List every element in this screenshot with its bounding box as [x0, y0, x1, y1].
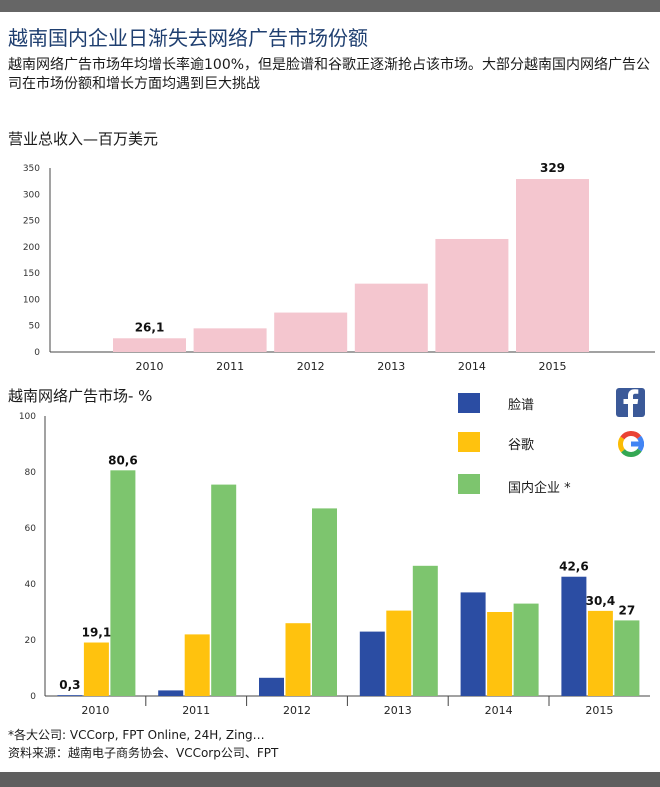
share-bar-facebook: [158, 690, 184, 696]
share-data-label-domestic: 80,6: [108, 453, 138, 467]
share-data-label-facebook: 42,6: [559, 560, 589, 574]
share-y-tick-label: 60: [25, 524, 37, 534]
legend-label-facebook: 脸谱: [508, 398, 535, 413]
share-bar-domestic: [211, 484, 237, 696]
revenue-chart-title: 营业总收入—百万美元: [8, 130, 159, 148]
share-data-label-google: 30,4: [586, 594, 616, 608]
revenue-x-tick-label: 2011: [216, 360, 244, 373]
share-bar-google: [386, 610, 412, 696]
share-bar-facebook: [561, 576, 587, 696]
revenue-bar: [516, 179, 589, 352]
legend-label-google: 谷歌: [508, 438, 535, 453]
revenue-bar: [113, 338, 186, 352]
share-bar-facebook: [359, 631, 385, 696]
revenue-y-tick-label: 300: [23, 190, 40, 200]
share-y-tick-label: 0: [30, 692, 36, 702]
share-x-tick-label: 2014: [485, 704, 513, 717]
footnote-source: 资料来源：越南电子商务协会、VCCorp公司、FPT: [8, 746, 279, 760]
legend-swatch-domestic: [458, 474, 480, 494]
share-bar-facebook: [460, 592, 486, 696]
revenue-x-tick-label: 2013: [377, 360, 405, 373]
revenue-y-tick-label: 250: [23, 217, 40, 227]
revenue-x-tick-label: 2015: [539, 360, 567, 373]
share-bar-domestic: [614, 620, 640, 696]
footnote-companies: *各大公司: VCCorp, FPT Online, 24H, Zing…: [8, 728, 265, 742]
revenue-y-tick-label: 100: [23, 295, 40, 305]
share-data-label-google: 19,1: [82, 626, 112, 640]
google-logo-yellow-arc: [618, 436, 626, 453]
share-y-tick-label: 80: [25, 468, 37, 478]
legend-label-domestic: 国内企业 *: [508, 481, 571, 496]
revenue-bar: [354, 283, 428, 352]
top-bar: [0, 0, 660, 12]
revenue-x-tick-label: 2012: [297, 360, 325, 373]
share-bar-google: [184, 634, 210, 696]
market-share-chart-title: 越南网络广告市场- %: [8, 387, 153, 405]
share-bar-google: [83, 642, 109, 696]
share-x-tick-label: 2013: [384, 704, 412, 717]
share-bar-facebook: [57, 695, 83, 696]
revenue-y-tick-label: 200: [23, 243, 40, 253]
google-logo-red-arc: [620, 431, 641, 440]
revenue-data-label: 329: [540, 161, 565, 175]
google-logo-bar: [631, 441, 644, 447]
share-data-label-facebook: 0,3: [59, 678, 80, 692]
revenue-bar: [193, 328, 267, 352]
revenue-y-tick-label: 0: [34, 348, 40, 358]
share-bar-domestic: [412, 565, 438, 696]
share-bar-domestic: [312, 508, 337, 696]
share-x-tick-label: 2010: [81, 704, 109, 717]
revenue-y-tick-label: 150: [23, 269, 40, 279]
legend-swatch-google: [458, 432, 480, 452]
bottom-bar: [0, 772, 660, 787]
facebook-logo-glyph: [623, 389, 639, 417]
revenue-y-tick-label: 350: [23, 164, 40, 174]
share-bar-google: [487, 612, 513, 696]
share-y-tick-label: 40: [25, 580, 37, 590]
revenue-bar: [435, 238, 509, 352]
share-y-tick-label: 20: [25, 636, 37, 646]
page-title: 越南国内企业日渐失去网络广告市场份额: [8, 26, 368, 50]
share-data-label-domestic: 27: [619, 603, 636, 617]
share-x-tick-label: 2011: [182, 704, 210, 717]
revenue-bar: [274, 312, 348, 352]
share-x-tick-label: 2012: [283, 704, 311, 717]
legend-swatch-facebook: [458, 393, 480, 413]
revenue-x-tick-label: 2014: [458, 360, 486, 373]
share-bar-google: [587, 610, 613, 696]
share-y-tick-label: 100: [19, 412, 36, 422]
revenue-y-tick-label: 50: [29, 322, 41, 332]
page-subtitle: 越南网络广告市场年均增长率逾100%，但是脸谱和谷歌正逐渐抢占该市场。大部分越南…: [8, 57, 651, 92]
revenue-data-label: 26,1: [135, 320, 165, 334]
share-bar-domestic: [110, 470, 136, 696]
share-x-tick-label: 2015: [585, 704, 613, 717]
google-logo-green-arc: [621, 448, 642, 457]
share-bar-domestic: [513, 603, 539, 696]
revenue-x-tick-label: 2010: [136, 360, 164, 373]
share-bar-google: [285, 623, 311, 696]
share-bar-facebook: [259, 677, 284, 696]
